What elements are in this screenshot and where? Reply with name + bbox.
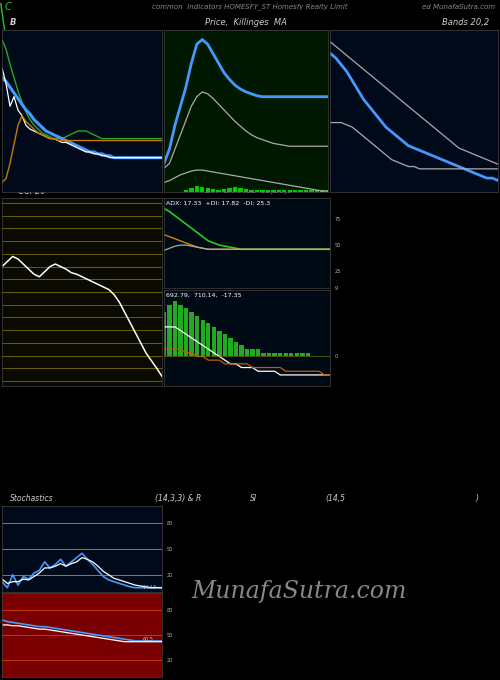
Bar	[222, 335, 227, 356]
Bar	[300, 353, 304, 356]
Bar	[298, 190, 303, 192]
Bar	[228, 338, 232, 356]
Text: ADX: 17.33  +DI: 17.82  -DI: 25.3: ADX: 17.33 +DI: 17.82 -DI: 25.3	[166, 201, 270, 206]
Bar	[244, 189, 248, 192]
Text: B: B	[10, 18, 16, 27]
Text: (14,3,3) & R: (14,3,3) & R	[155, 494, 201, 503]
Bar	[326, 190, 330, 192]
Bar	[200, 187, 204, 192]
Text: ed MunafaSutra.com: ed MunafaSutra.com	[422, 4, 495, 10]
Bar	[260, 190, 264, 192]
Text: CCI 20: CCI 20	[18, 186, 46, 196]
Bar	[278, 353, 282, 356]
Bar	[228, 188, 232, 192]
Text: SI: SI	[250, 494, 257, 503]
Bar	[211, 189, 216, 192]
Bar	[212, 327, 216, 356]
Bar	[245, 349, 249, 356]
Bar	[240, 345, 244, 356]
Bar	[320, 190, 324, 192]
Text: 60,5: 60,5	[143, 636, 154, 642]
Text: Bands 20,2: Bands 20,2	[442, 18, 490, 27]
Bar	[306, 353, 310, 356]
Bar	[256, 349, 260, 356]
Bar	[250, 190, 254, 192]
Text: C: C	[5, 2, 12, 12]
Bar	[250, 349, 254, 356]
Bar	[168, 305, 172, 356]
Bar	[190, 312, 194, 356]
Text: Stochastics: Stochastics	[10, 494, 54, 503]
Bar	[184, 190, 188, 192]
Text: 14,13: 14,13	[143, 584, 157, 590]
Text: (14,5: (14,5	[325, 494, 345, 503]
Text: ADX  & MACD 12,26,9: ADX & MACD 12,26,9	[201, 186, 293, 196]
Bar	[304, 190, 308, 192]
Bar	[216, 190, 221, 192]
Text: Price,  Killinges  MA: Price, Killinges MA	[205, 18, 287, 27]
Text: MunafaSutra.com: MunafaSutra.com	[192, 580, 407, 603]
Bar	[272, 353, 277, 356]
Bar	[289, 353, 294, 356]
Bar	[234, 341, 238, 356]
Bar	[206, 323, 210, 356]
Bar	[233, 187, 237, 192]
Bar	[282, 190, 286, 192]
Bar	[173, 301, 178, 356]
Bar	[310, 190, 314, 192]
Text: common  Indicators HOMESFY_ST Homesfy Realty Limit: common Indicators HOMESFY_ST Homesfy Rea…	[152, 3, 348, 10]
Bar	[254, 190, 259, 192]
Bar	[195, 316, 200, 356]
Bar	[217, 330, 222, 356]
Bar	[238, 188, 242, 192]
Bar	[200, 320, 205, 356]
Text: 692.79,  710.14,  -17.35: 692.79, 710.14, -17.35	[166, 293, 241, 298]
Bar	[222, 189, 226, 192]
Bar	[178, 305, 183, 356]
Text: ): )	[475, 494, 478, 503]
Bar	[294, 353, 299, 356]
Bar	[266, 190, 270, 192]
Bar	[267, 353, 272, 356]
Bar	[184, 309, 188, 356]
Bar	[162, 312, 166, 356]
Bar	[284, 353, 288, 356]
Bar	[194, 186, 199, 192]
Bar	[262, 353, 266, 356]
Bar	[293, 190, 298, 192]
Bar	[288, 190, 292, 192]
Bar	[271, 190, 276, 192]
Bar	[315, 190, 320, 192]
Bar	[206, 188, 210, 192]
Bar	[189, 188, 194, 192]
Bar	[276, 190, 281, 192]
